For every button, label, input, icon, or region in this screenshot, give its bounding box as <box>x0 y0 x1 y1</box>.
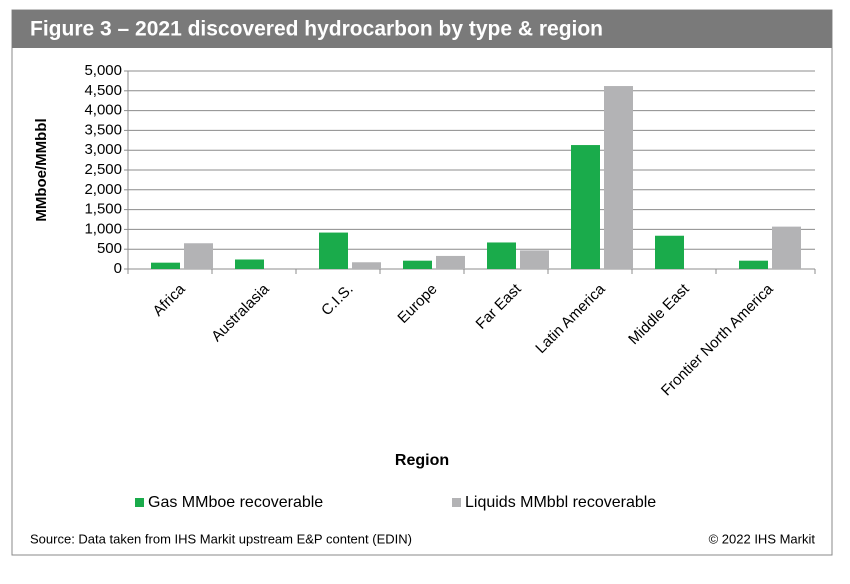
y-axis-label: MMboe/MMbbl <box>33 118 50 221</box>
bar <box>352 262 381 269</box>
y-tick-label: 500 <box>97 240 122 257</box>
y-tick-label: 2,000 <box>84 181 122 198</box>
chart-title: Figure 3 – 2021 discovered hydrocarbon b… <box>30 18 603 41</box>
bar <box>319 232 348 269</box>
bar <box>403 260 432 269</box>
copyright: © 2022 IHS Markit <box>709 531 816 546</box>
bar <box>235 259 264 269</box>
bar <box>436 255 465 269</box>
y-tick-label: 4,000 <box>84 102 122 119</box>
legend-label: Gas MMboe recoverable <box>148 494 323 511</box>
y-tick-label: 3,500 <box>84 121 122 138</box>
bar <box>739 260 768 269</box>
y-tick-label: 1,000 <box>84 220 122 237</box>
bar <box>184 243 213 269</box>
bar <box>571 145 600 269</box>
y-tick-label: 3,000 <box>84 141 122 158</box>
y-tick-label: 2,500 <box>84 161 122 178</box>
bar <box>520 250 549 269</box>
bar <box>655 235 684 269</box>
frame <box>11 9 833 556</box>
bar <box>604 86 633 269</box>
bar <box>772 226 801 269</box>
y-tick-label: 4,500 <box>84 82 122 99</box>
bar <box>151 262 180 269</box>
y-tick-label: 0 <box>114 260 122 277</box>
title-bar <box>12 10 832 48</box>
y-tick-label: 1,500 <box>84 201 122 218</box>
source: Source: Data taken from IHS Markit upstr… <box>30 531 412 546</box>
y-tick-label: 5,000 <box>84 62 122 79</box>
legend-swatch <box>135 498 144 507</box>
x-axis-label: Region <box>395 452 449 469</box>
legend-swatch <box>452 498 461 507</box>
bar <box>487 242 516 269</box>
legend-label: Liquids MMbbl recoverable <box>465 494 656 511</box>
